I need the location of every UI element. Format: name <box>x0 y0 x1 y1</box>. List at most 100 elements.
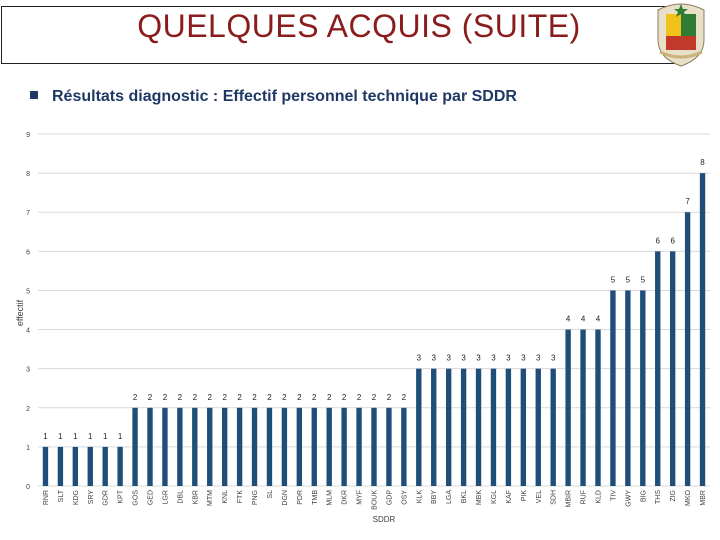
x-tick-label: KLD <box>596 490 603 504</box>
x-tick-label: GDP <box>386 490 393 506</box>
bullet-point: Résultats diagnostic : Effectif personne… <box>30 88 517 106</box>
data-label: 2 <box>312 393 317 402</box>
x-tick-label: VEL <box>536 490 543 503</box>
bar <box>565 329 571 486</box>
x-tick-label: FTK <box>237 490 244 504</box>
data-label: 2 <box>193 393 198 402</box>
x-tick-label: GOS <box>133 490 140 506</box>
bar <box>699 173 706 486</box>
bar <box>610 290 616 486</box>
x-tick-label: RNR <box>43 490 50 505</box>
x-tick-label: MYF <box>357 490 364 505</box>
bar <box>87 446 93 486</box>
x-tick-label: BIG <box>640 490 647 502</box>
y-tick-label: 7 <box>26 210 30 217</box>
x-tick-label: GED <box>148 490 155 505</box>
bar <box>416 368 422 486</box>
data-label: 3 <box>491 354 496 363</box>
data-label: 1 <box>103 432 108 441</box>
data-label: 3 <box>551 354 556 363</box>
y-tick-label: 0 <box>26 484 30 491</box>
x-tick-label: MBIR <box>566 490 573 508</box>
x-tick-label: MKO <box>685 489 692 506</box>
x-tick-label: BKL <box>461 490 468 503</box>
x-tick-label: MLM <box>327 490 334 506</box>
data-label: 2 <box>342 393 347 402</box>
x-tick-label: GDR <box>103 490 110 506</box>
x-tick-label: THS <box>655 490 662 504</box>
bar <box>177 407 183 486</box>
data-label: 3 <box>536 354 541 363</box>
x-tick-label: PDR <box>297 490 304 505</box>
x-tick-label: KLK <box>416 490 423 504</box>
x-tick-label: SL <box>267 490 274 499</box>
slide-title: QUELQUES ACQUIS (SUITE) <box>137 8 581 44</box>
bar <box>42 446 49 486</box>
data-label: 2 <box>372 393 377 402</box>
data-label: 2 <box>357 393 362 402</box>
x-tick-label: DBL <box>177 490 184 504</box>
bar <box>207 407 213 486</box>
y-axis-title: effectif <box>15 299 25 326</box>
data-label: 4 <box>596 315 601 324</box>
bar <box>266 407 273 486</box>
data-label: 3 <box>432 354 437 363</box>
bar <box>655 251 661 486</box>
bar <box>490 368 497 486</box>
data-label: 5 <box>641 275 646 284</box>
bar <box>371 407 377 486</box>
x-tick-label: OSY <box>401 490 408 505</box>
bar <box>520 368 527 486</box>
bar-chart: 0 1 2 3 4 5 6 7 8 9 1 RNR 1 SLT 1 KDG 1 SRY 1 GDR 1 KPT 2 GOS 2 G… <box>15 132 710 524</box>
x-tick-label: KBR <box>192 490 199 504</box>
bar <box>341 407 347 486</box>
bar <box>356 407 362 486</box>
data-label: 3 <box>476 354 481 363</box>
bar <box>550 368 556 486</box>
bar <box>221 407 228 486</box>
x-axis-title: SDDR <box>373 515 396 524</box>
bar <box>57 446 64 486</box>
x-tick-label: BOUK <box>372 490 379 510</box>
data-label: 2 <box>133 393 138 402</box>
data-label: 2 <box>402 393 407 402</box>
y-tick-label: 8 <box>26 171 30 178</box>
bullet-text: Résultats diagnostic : Effectif personne… <box>52 88 517 105</box>
bar <box>72 446 79 486</box>
x-tick-label: KPT <box>118 489 125 503</box>
bar <box>445 368 452 486</box>
x-tick-label: PIK <box>521 490 528 502</box>
bar <box>625 290 631 486</box>
y-tick-label: 1 <box>26 445 30 452</box>
bullet-square-icon <box>30 90 38 99</box>
bar <box>117 446 123 486</box>
bar <box>296 407 303 486</box>
bar <box>102 446 108 486</box>
x-tick-label: ZIG <box>670 490 677 502</box>
x-tick-label: DGN <box>282 490 289 506</box>
data-label: 7 <box>685 197 690 206</box>
bar <box>132 407 138 486</box>
x-tick-label: KAF <box>506 490 513 504</box>
data-label: 2 <box>163 393 168 402</box>
data-label: 3 <box>461 354 466 363</box>
bar <box>281 407 288 486</box>
x-tick-label: RUF <box>581 490 588 504</box>
x-tick-label: GWY <box>625 490 632 507</box>
data-label: 2 <box>327 393 332 402</box>
coat-of-arms-icon <box>657 3 705 67</box>
x-tick-label: KNL <box>222 490 229 504</box>
bar <box>236 407 243 486</box>
x-tick-label: DKR <box>342 490 349 505</box>
bar <box>147 407 153 486</box>
data-label: 6 <box>670 236 675 245</box>
bar <box>386 407 392 486</box>
data-label: 3 <box>506 354 511 363</box>
bar <box>431 368 437 486</box>
y-tick-label: 4 <box>26 328 30 335</box>
data-label: 2 <box>387 393 392 402</box>
y-tick-label: 2 <box>26 406 30 413</box>
bar <box>460 368 467 486</box>
bar <box>669 251 676 486</box>
x-tick-label: SLT <box>58 489 65 502</box>
